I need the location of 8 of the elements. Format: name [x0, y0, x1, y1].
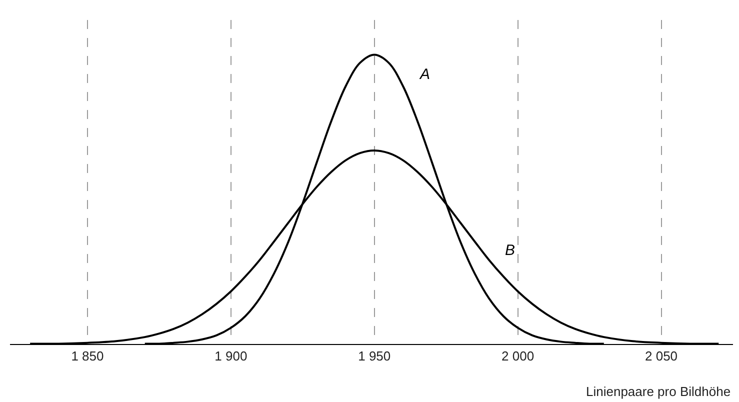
x-tick-label: 2 000: [502, 348, 534, 364]
x-tick-label: 2 050: [644, 348, 678, 364]
x-tick-label: 1 850: [71, 348, 104, 364]
x-tick-label: 1 950: [358, 348, 391, 364]
x-tick-label: 1 900: [214, 348, 248, 364]
series-label: A: [419, 66, 430, 83]
x-axis-title: Linienpaare pro Bildhöhe: [586, 384, 731, 399]
series-label: B: [505, 242, 516, 259]
